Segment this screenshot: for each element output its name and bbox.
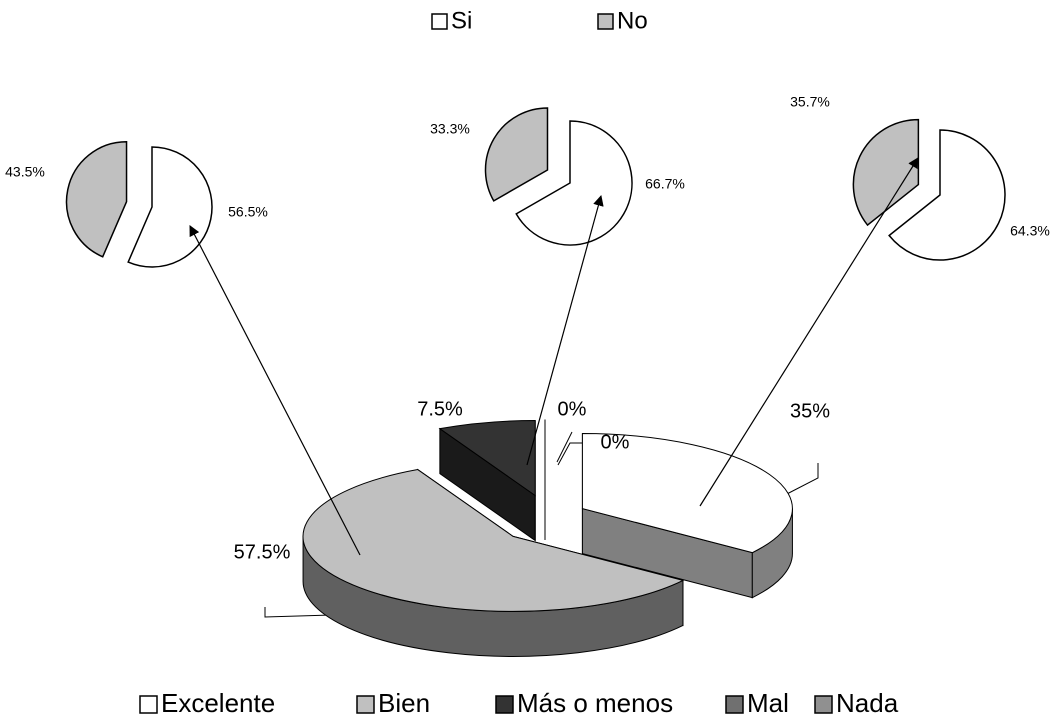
arrows	[189, 157, 919, 556]
data-label: 0%	[558, 398, 587, 420]
slice	[888, 129, 1006, 261]
legend-label: Si	[451, 7, 472, 34]
pies: 35% 57.5% 7.5% 0% 0% Excelente Bien Más o menos…	[5, 7, 1050, 718]
data-label: 7.5%	[417, 398, 463, 420]
leader-line	[782, 463, 819, 497]
legend-swatch	[356, 695, 375, 714]
legend-swatch	[814, 695, 833, 714]
legend-label: Nada	[836, 688, 899, 718]
data-label: 35.7%	[790, 94, 830, 110]
slice	[515, 120, 633, 246]
data-label: 57.5%	[234, 541, 291, 563]
slice	[438, 419, 536, 497]
legend-swatch	[597, 13, 614, 30]
slice	[484, 107, 549, 202]
legend-label: No	[617, 7, 648, 34]
slice	[852, 118, 920, 227]
arrow	[699, 157, 919, 507]
data-label: 35%	[790, 400, 830, 422]
legend-label: Mal	[747, 688, 789, 718]
legend-label: Más o menos	[517, 688, 673, 718]
slice	[302, 469, 685, 612]
data-label: 66.7%	[645, 176, 685, 192]
slice	[65, 140, 128, 258]
legend-label: Excelente	[161, 688, 275, 718]
legend-label: Bien	[378, 688, 430, 718]
leader-line	[556, 431, 573, 463]
data-label: 43.5%	[5, 164, 45, 180]
data-label: 33.3%	[430, 121, 470, 137]
slice	[127, 146, 213, 268]
arrow	[526, 194, 604, 466]
legend-swatch	[725, 695, 744, 714]
slice	[581, 433, 793, 554]
legend-swatch	[431, 13, 448, 30]
data-label: 0%	[601, 431, 630, 453]
data-label: 56.5%	[228, 204, 268, 220]
arrow	[189, 225, 361, 556]
data-label: 64.3%	[1010, 223, 1050, 239]
legend-swatch	[495, 695, 514, 714]
legend-swatch	[139, 695, 158, 714]
